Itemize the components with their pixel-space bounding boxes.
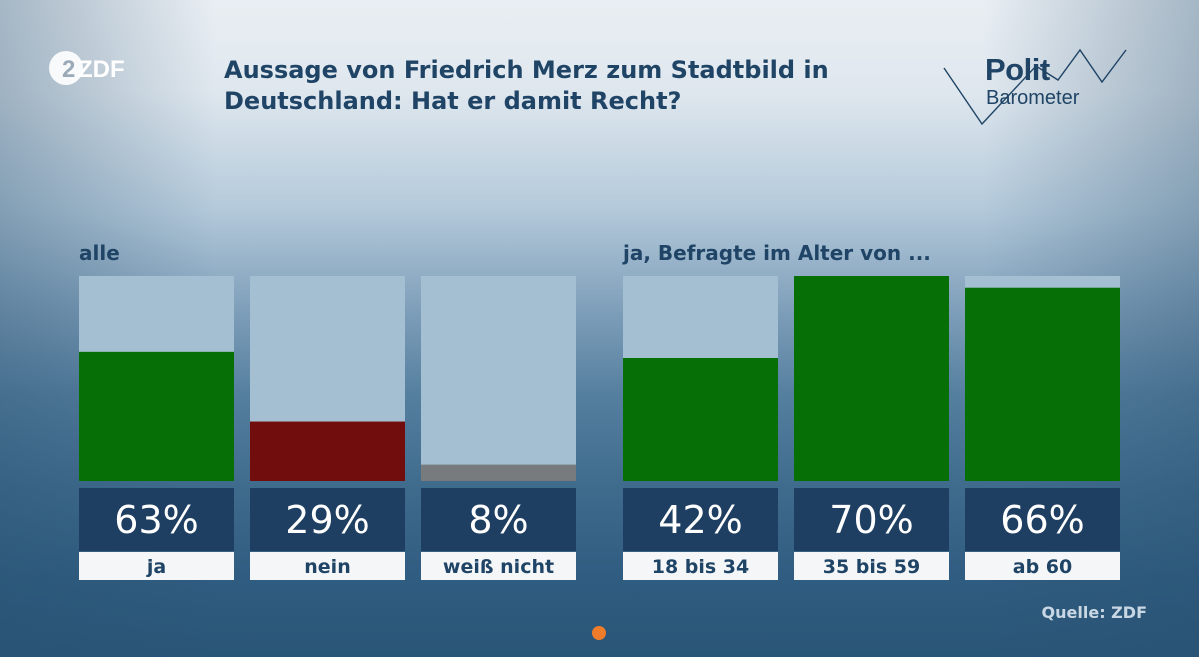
category-label-wei-nicht: weiß nicht	[443, 556, 554, 578]
value-box-ja	[79, 488, 234, 551]
value-box-wei-nicht	[421, 488, 576, 551]
chart-title: Aussage von Friedrich Merz zum Stadtbild…	[224, 55, 924, 117]
bar-nein	[250, 421, 405, 481]
brand-barometer: Barometer	[986, 87, 1080, 109]
category-box-ja	[79, 552, 234, 580]
source-label: Quelle: ZDF	[1041, 603, 1147, 622]
data-label-nein: 29%	[285, 498, 369, 542]
politbarometer-zigzag-icon	[943, 48, 1127, 126]
value-box-18-bis-34	[623, 488, 778, 551]
chart-title-line1: Aussage von Friedrich Merz zum Stadtbild…	[224, 56, 829, 84]
category-label-ab-60: ab 60	[1013, 556, 1072, 578]
category-label-nein: nein	[304, 556, 350, 578]
category-box-35-bis-59	[794, 552, 949, 580]
bar-wei-nicht	[421, 464, 576, 481]
brand-polit: Polit	[985, 52, 1050, 87]
data-label-18-bis-34: 42%	[658, 498, 742, 542]
zdf-logo-text: ZDF	[78, 56, 125, 83]
bar-ab-60	[965, 287, 1120, 481]
value-box-35-bis-59	[794, 488, 949, 551]
data-label-ab-60: 66%	[1000, 498, 1084, 542]
bar-35-bis-59	[794, 276, 949, 481]
group-label-all: alle	[79, 241, 120, 265]
page-indicator-dot[interactable]	[592, 626, 606, 640]
value-box-ab-60	[965, 488, 1120, 551]
group-label-age: ja, Befragte im Alter von ...	[623, 241, 931, 265]
data-label-ja: 63%	[114, 498, 198, 542]
category-box-ab-60	[965, 552, 1120, 580]
bar-18-bis-34	[623, 358, 778, 481]
category-label-35-bis-59: 35 bis 59	[823, 556, 921, 578]
data-label-35-bis-59: 70%	[829, 498, 913, 542]
category-label-18-bis-34: 18 bis 34	[652, 556, 750, 578]
chart-title-line2: Deutschland: Hat er damit Recht?	[224, 87, 682, 115]
svg-text:2: 2	[62, 56, 75, 83]
category-box-nein	[250, 552, 405, 580]
bar-ja	[79, 351, 234, 481]
category-box-wei-nicht	[421, 552, 576, 580]
value-box-nein	[250, 488, 405, 551]
category-box-18-bis-34	[623, 552, 778, 580]
zdf-logo: 2 ZDF	[49, 51, 125, 85]
data-label-wei-nicht: 8%	[468, 498, 528, 542]
bar-track-wei-nicht	[421, 276, 576, 481]
category-label-ja: ja	[146, 556, 166, 578]
